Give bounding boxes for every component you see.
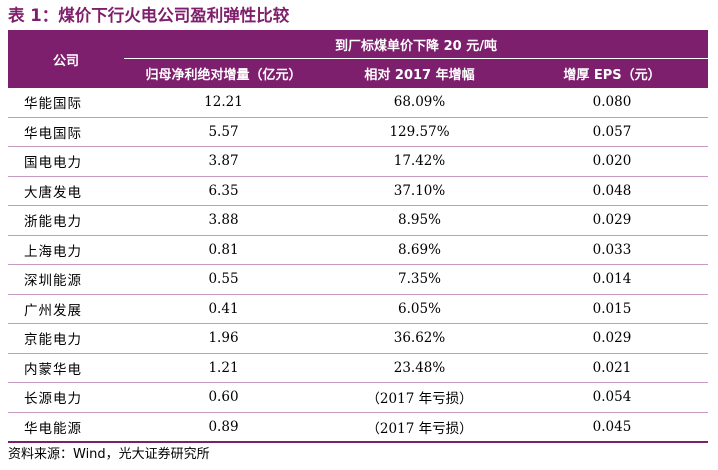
table-row: 长源电力 0.60 （2017 年亏损） 0.054: [8, 382, 708, 413]
cell-increase: 3.87: [124, 146, 323, 177]
cell-growth: 129.57%: [323, 117, 516, 147]
cell-company: 长源电力: [8, 382, 124, 413]
cell-eps: 0.020: [516, 146, 708, 177]
table-row: 广州发展 0.41 6.05% 0.015: [8, 294, 708, 324]
table-row: 国电电力 3.87 17.42% 0.020: [8, 146, 708, 177]
cell-growth: 37.10%: [323, 176, 516, 206]
table-row: 华电国际 5.57 129.57% 0.057: [8, 117, 708, 147]
table-row: 华电能源 0.89 （2017 年亏损） 0.045: [8, 412, 708, 443]
cell-increase: 0.55: [124, 264, 323, 295]
cell-increase: 0.81: [124, 235, 323, 265]
cell-increase: 3.88: [124, 205, 323, 236]
cell-growth: 8.95%: [323, 205, 516, 236]
table-header: 公司 到厂标煤单价下降 20 元/吨 归母净利绝对增量（亿元） 相对 2017 …: [8, 30, 708, 88]
cell-company: 深圳能源: [8, 264, 124, 295]
cell-eps: 0.048: [516, 176, 708, 206]
cell-growth: 7.35%: [323, 264, 516, 295]
table-row: 上海电力 0.81 8.69% 0.033: [8, 235, 708, 265]
cell-growth: 23.48%: [323, 353, 516, 383]
cell-company: 浙能电力: [8, 205, 124, 236]
header-eps-increase: 增厚 EPS（元）: [516, 58, 708, 88]
cell-eps: 0.057: [516, 117, 708, 147]
cell-company: 京能电力: [8, 323, 124, 354]
cell-growth: 36.62%: [323, 323, 516, 354]
header-company: 公司: [8, 30, 124, 88]
cell-increase: 12.21: [124, 88, 323, 118]
cell-growth: 8.69%: [323, 235, 516, 265]
cell-increase: 6.35: [124, 176, 323, 206]
cell-eps: 0.014: [516, 264, 708, 295]
cell-increase: 1.21: [124, 353, 323, 383]
table-row: 浙能电力 3.88 8.95% 0.029: [8, 205, 708, 236]
cell-increase: 0.60: [124, 382, 323, 413]
cell-eps: 0.021: [516, 353, 708, 383]
cell-increase: 5.57: [124, 117, 323, 147]
table-title: 表 1：煤价下行火电公司盈利弹性比较: [8, 6, 290, 25]
cell-eps: 0.080: [516, 88, 708, 118]
cell-company: 华能国际: [8, 88, 124, 118]
table-row: 华能国际 12.21 68.09% 0.080: [8, 88, 708, 118]
table-body: 华能国际 12.21 68.09% 0.080 华电国际 5.57 129.57…: [8, 88, 708, 443]
cell-eps: 0.015: [516, 294, 708, 324]
cell-growth: （2017 年亏损）: [323, 412, 516, 443]
source-note: 资料来源：Wind，光大证券研究所: [8, 447, 210, 462]
cell-eps: 0.045: [516, 412, 708, 443]
cell-company: 华电能源: [8, 412, 124, 443]
cell-company: 大唐发电: [8, 176, 124, 206]
cell-eps: 0.029: [516, 323, 708, 354]
cell-eps: 0.054: [516, 382, 708, 413]
cell-growth: 68.09%: [323, 88, 516, 118]
cell-company: 国电电力: [8, 146, 124, 177]
cell-eps: 0.033: [516, 235, 708, 265]
cell-eps: 0.029: [516, 205, 708, 236]
table-row: 内蒙华电 1.21 23.48% 0.021: [8, 353, 708, 383]
cell-increase: 0.41: [124, 294, 323, 324]
cell-growth: （2017 年亏损）: [323, 382, 516, 413]
cell-company: 广州发展: [8, 294, 124, 324]
header-net-profit-increase: 归母净利绝对增量（亿元）: [124, 58, 323, 88]
table-row: 大唐发电 6.35 37.10% 0.048: [8, 176, 708, 206]
cell-increase: 1.96: [124, 323, 323, 354]
earnings-elasticity-table: 公司 到厂标煤单价下降 20 元/吨 归母净利绝对增量（亿元） 相对 2017 …: [8, 30, 708, 443]
cell-company: 华电国际: [8, 117, 124, 147]
cell-growth: 17.42%: [323, 146, 516, 177]
cell-company: 内蒙华电: [8, 353, 124, 383]
table-row: 深圳能源 0.55 7.35% 0.014: [8, 264, 708, 295]
cell-increase: 0.89: [124, 412, 323, 443]
header-group: 到厂标煤单价下降 20 元/吨: [124, 30, 708, 59]
cell-growth: 6.05%: [323, 294, 516, 324]
table-row: 京能电力 1.96 36.62% 0.029: [8, 323, 708, 354]
header-growth-vs-2017: 相对 2017 年增幅: [323, 58, 516, 88]
cell-company: 上海电力: [8, 235, 124, 265]
